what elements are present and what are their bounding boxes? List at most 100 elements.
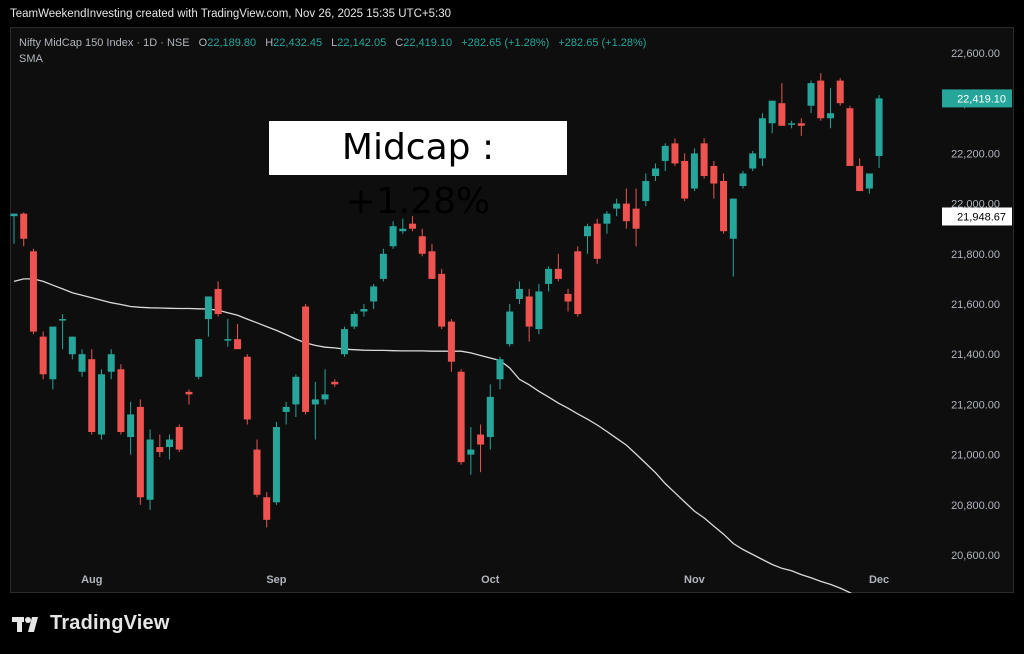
candle-up[interactable] — [788, 123, 796, 125]
candle-down[interactable] — [263, 497, 271, 520]
close-label: C — [395, 37, 404, 49]
candle-up[interactable] — [739, 173, 747, 187]
candle-up[interactable] — [224, 339, 232, 341]
candle-down[interactable] — [671, 143, 679, 164]
candle-up[interactable] — [758, 118, 766, 159]
candle-up[interactable] — [107, 354, 115, 372]
candle-up[interactable] — [370, 286, 378, 302]
candle-down[interactable] — [447, 321, 455, 362]
low-label: L — [331, 37, 338, 49]
candle-up[interactable] — [690, 153, 698, 189]
candle-down[interactable] — [593, 223, 601, 259]
candlestick-chart[interactable]: 20,600.00 20,800.00 21,000.00 21,200.00 21,4… — [10, 27, 1014, 593]
sma-indicator-label[interactable]: SMA — [19, 53, 43, 65]
candle-up[interactable] — [195, 339, 203, 377]
candle-down[interactable] — [234, 339, 242, 350]
candle-down[interactable] — [29, 251, 37, 332]
candle-up[interactable] — [807, 83, 815, 106]
candle-up[interactable] — [545, 268, 553, 284]
candle-up[interactable] — [272, 426, 280, 503]
candle-down[interactable] — [632, 208, 640, 229]
candle-down[interactable] — [331, 381, 339, 385]
candle-up[interactable] — [78, 354, 86, 372]
candle-up[interactable] — [486, 396, 494, 438]
candle-up[interactable] — [282, 406, 290, 412]
candle-down[interactable] — [409, 223, 417, 229]
candle-down[interactable] — [564, 293, 572, 302]
candle-up[interactable] — [661, 145, 669, 161]
candle-up[interactable] — [865, 173, 873, 189]
candle-up[interactable] — [652, 168, 660, 176]
candle-up[interactable] — [768, 100, 776, 124]
candle-up[interactable] — [350, 314, 358, 327]
candle-down[interactable] — [243, 356, 251, 420]
tradingview-logo[interactable]: TradingView — [12, 612, 170, 635]
candle-up[interactable] — [603, 213, 611, 224]
candle-up[interactable] — [204, 296, 212, 320]
candle-down[interactable] — [20, 213, 28, 239]
candle-up[interactable] — [311, 399, 319, 405]
candle-up[interactable] — [97, 374, 105, 435]
candle-up[interactable] — [146, 439, 154, 500]
candle-down[interactable] — [156, 447, 164, 453]
candle-down[interactable] — [185, 391, 193, 395]
candle-down[interactable] — [88, 359, 96, 433]
candle-down[interactable] — [778, 103, 786, 126]
candle-up[interactable] — [292, 376, 300, 405]
candle-up[interactable] — [360, 309, 368, 312]
y-tick-label: 21,200.00 — [951, 399, 1000, 411]
candle-up[interactable] — [506, 311, 514, 345]
candle-down[interactable] — [710, 165, 718, 184]
candle-down[interactable] — [622, 203, 630, 222]
candle-up[interactable] — [166, 439, 174, 448]
candle-down[interactable] — [302, 306, 310, 412]
candle-down[interactable] — [554, 268, 562, 279]
candle-down[interactable] — [428, 251, 436, 279]
candle-up[interactable] — [340, 329, 348, 355]
candle-down[interactable] — [418, 236, 426, 254]
candle-down[interactable] — [817, 80, 825, 119]
candle-down[interactable] — [175, 426, 183, 450]
candle-down[interactable] — [574, 251, 582, 315]
candle-down[interactable] — [477, 434, 485, 445]
candle-down[interactable] — [856, 165, 864, 192]
candle-down[interactable] — [39, 336, 47, 375]
candle-up[interactable] — [749, 153, 757, 169]
candle-up[interactable] — [613, 203, 621, 209]
candle-up[interactable] — [583, 226, 591, 237]
candle-up[interactable] — [127, 414, 135, 438]
candle-up[interactable] — [10, 213, 18, 217]
candle-up[interactable] — [49, 326, 57, 380]
candle-up[interactable] — [399, 228, 407, 232]
candle-up[interactable] — [68, 336, 76, 355]
candle-up[interactable] — [515, 288, 523, 299]
tradingview-logo-icon — [12, 616, 38, 632]
candle-down[interactable] — [720, 181, 728, 232]
candle-down[interactable] — [117, 369, 125, 433]
candle-down[interactable] — [846, 108, 854, 166]
candle-up[interactable] — [729, 198, 737, 239]
candle-up[interactable] — [389, 226, 397, 247]
candle-down[interactable] — [214, 288, 222, 315]
candle-down[interactable] — [253, 449, 261, 495]
open-value: 22,189.80 — [207, 37, 257, 49]
candle-down[interactable] — [438, 273, 446, 327]
candle-up[interactable] — [875, 98, 883, 156]
candle-up[interactable] — [826, 113, 834, 119]
candle-down[interactable] — [836, 80, 844, 104]
candle-up[interactable] — [467, 449, 475, 455]
candle-down[interactable] — [797, 123, 805, 126]
candle-up[interactable] — [535, 291, 543, 330]
candle-down[interactable] — [136, 406, 144, 498]
candle-down[interactable] — [525, 296, 533, 327]
candle-up[interactable] — [496, 359, 504, 380]
candle-up[interactable] — [379, 253, 387, 279]
candle-down[interactable] — [457, 371, 465, 463]
candle-up[interactable] — [59, 319, 67, 321]
candle-up[interactable] — [321, 394, 329, 400]
candle-down[interactable] — [700, 143, 708, 176]
symbol-name[interactable]: Nifty MidCap 150 Index · 1D · NSE — [19, 37, 190, 49]
last-price-label: 22,419.10 — [957, 93, 1006, 105]
candle-up[interactable] — [642, 181, 650, 202]
candle-down[interactable] — [681, 160, 689, 199]
